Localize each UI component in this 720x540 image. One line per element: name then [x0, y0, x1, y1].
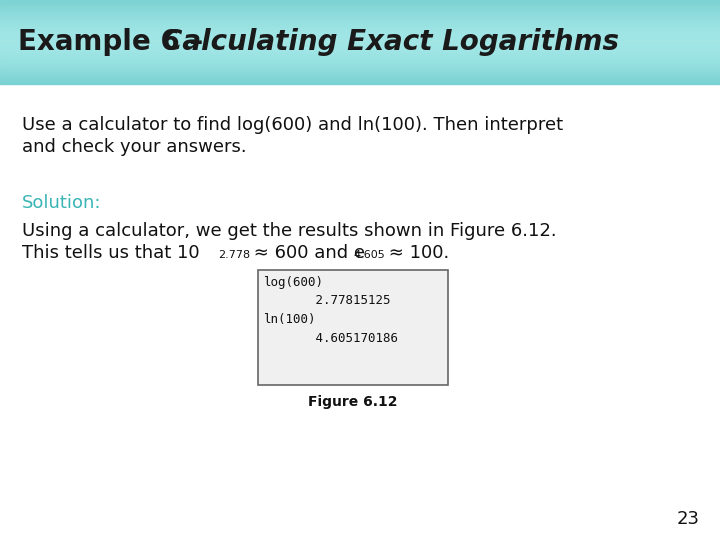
Bar [0, 79, 720, 82]
Text: ≈ 100.: ≈ 100. [383, 244, 449, 262]
Bar [0, 48, 720, 50]
Bar [0, 36, 720, 38]
Bar [0, 2, 720, 4]
Bar [0, 12, 720, 15]
Bar [0, 69, 720, 71]
Bar [0, 0, 720, 2]
Bar [0, 50, 720, 52]
Text: Example 6 –: Example 6 – [18, 28, 213, 56]
Bar [0, 6, 720, 8]
Bar [0, 17, 720, 19]
Bar [0, 27, 720, 29]
Bar [0, 44, 720, 46]
Bar [0, 65, 720, 67]
Text: Calculating Exact Logarithms: Calculating Exact Logarithms [162, 28, 619, 56]
Text: 2.778: 2.778 [218, 249, 250, 260]
Text: and check your answers.: and check your answers. [22, 138, 247, 156]
Bar [0, 23, 720, 25]
Bar [0, 82, 720, 84]
Bar [0, 29, 720, 31]
Bar [0, 25, 720, 27]
Text: Using a calculator, we get the results shown in Figure 6.12.: Using a calculator, we get the results s… [22, 222, 557, 240]
Bar [0, 73, 720, 75]
Bar [0, 76, 720, 77]
Bar [0, 77, 720, 79]
Text: 4.605: 4.605 [353, 249, 384, 260]
Text: Figure 6.12: Figure 6.12 [308, 395, 397, 409]
Text: This tells us that 10: This tells us that 10 [22, 244, 199, 262]
Bar [0, 60, 720, 63]
Bar [0, 46, 720, 48]
Bar [258, 270, 448, 385]
Bar [0, 59, 720, 60]
Bar [0, 33, 720, 36]
Bar [0, 42, 720, 44]
Text: Solution:: Solution: [22, 194, 102, 212]
Bar [0, 10, 720, 12]
Text: log(600)
       2.77815125
ln(100)
       4.605170186: log(600) 2.77815125 ln(100) 4.605170186 [263, 276, 398, 345]
Text: ≈ 600 and e: ≈ 600 and e [248, 244, 365, 262]
Bar [0, 71, 720, 73]
Bar [0, 67, 720, 69]
Bar [0, 38, 720, 40]
Bar [0, 52, 720, 55]
Text: 23: 23 [677, 510, 700, 528]
Bar [0, 55, 720, 57]
Bar [0, 40, 720, 42]
Bar [0, 19, 720, 21]
Bar [0, 4, 720, 6]
Bar [0, 15, 720, 17]
Bar [0, 31, 720, 33]
Bar [0, 8, 720, 10]
Bar [0, 57, 720, 58]
Bar [0, 63, 720, 65]
Bar [0, 21, 720, 23]
Text: Use a calculator to find log(600) and ln(100). Then interpret: Use a calculator to find log(600) and ln… [22, 116, 563, 134]
